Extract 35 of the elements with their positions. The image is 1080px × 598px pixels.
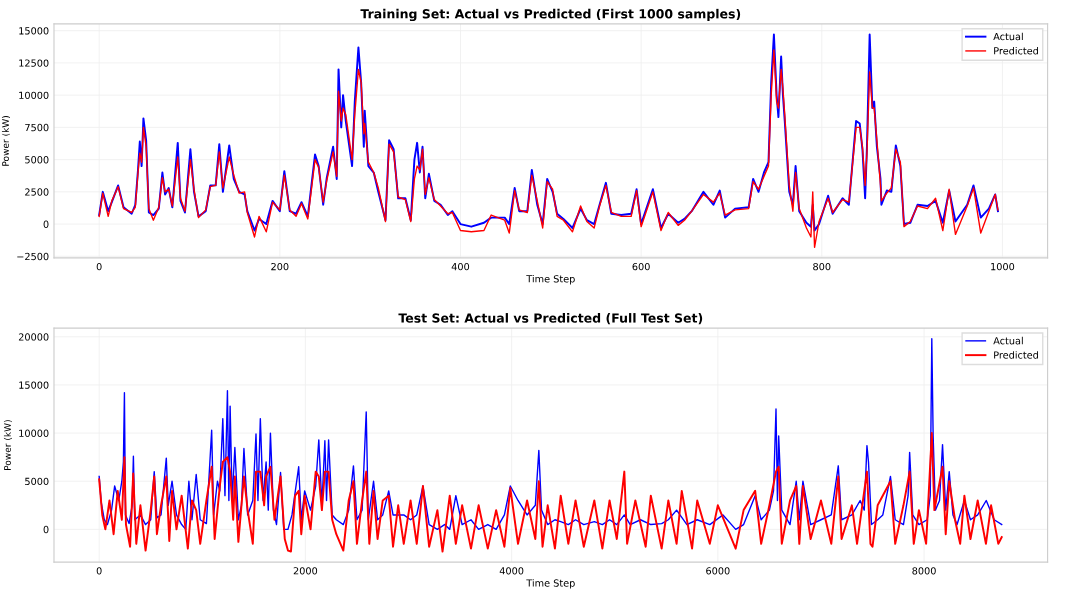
x-tick-label: 1000 bbox=[991, 262, 1015, 271]
x-tick-label: 8000 bbox=[912, 567, 936, 575]
line-series bbox=[98, 432, 1003, 553]
y-tick-label: 10000 bbox=[19, 429, 49, 437]
legend-label: Actual bbox=[993, 32, 1023, 41]
legend-label: Predicted bbox=[994, 351, 1038, 359]
x-tick-label: 6000 bbox=[706, 567, 730, 575]
y-tick-label: −2500 bbox=[17, 252, 49, 261]
x-tick-label: 0 bbox=[96, 262, 102, 271]
x-tick-label: 400 bbox=[451, 262, 470, 271]
chart-title: Test Set: Actual vs Predicted (Full Test Set) bbox=[398, 313, 703, 325]
y-tick-label: 12500 bbox=[19, 59, 49, 67]
x-tick-label: 2000 bbox=[293, 567, 318, 575]
y-tick-label: 0 bbox=[43, 220, 49, 228]
x-tick-label: 4000 bbox=[499, 567, 524, 575]
y-tick-label: 15000 bbox=[19, 381, 49, 389]
y-tick-label: 20000 bbox=[18, 333, 49, 341]
x-tick-label: 600 bbox=[632, 262, 650, 271]
y-tick-label: 10000 bbox=[19, 91, 49, 99]
y-tick-label: 7500 bbox=[25, 123, 49, 132]
legend-label: Actual bbox=[993, 336, 1023, 345]
y-axis-title: Power (kW) bbox=[3, 420, 12, 470]
y-axis-title: Power (kW) bbox=[1, 116, 11, 166]
y-tick-label: 0 bbox=[43, 525, 49, 534]
x-tick-label: 200 bbox=[271, 262, 289, 271]
y-tick-label: 5000 bbox=[25, 156, 49, 164]
x-tick-label: 0 bbox=[96, 567, 102, 575]
x-axis-title: Time Step bbox=[526, 274, 575, 285]
y-tick-label: 2500 bbox=[25, 188, 49, 196]
x-tick-label: 800 bbox=[813, 262, 831, 271]
legend-label: Predicted bbox=[994, 46, 1038, 55]
x-axis-title: Time Step bbox=[526, 579, 575, 589]
y-tick-label: 5000 bbox=[25, 477, 49, 486]
chart-title: Training Set: Actual vs Predicted (First 1000 samples) bbox=[360, 8, 741, 22]
y-tick-label: 15000 bbox=[19, 27, 49, 35]
